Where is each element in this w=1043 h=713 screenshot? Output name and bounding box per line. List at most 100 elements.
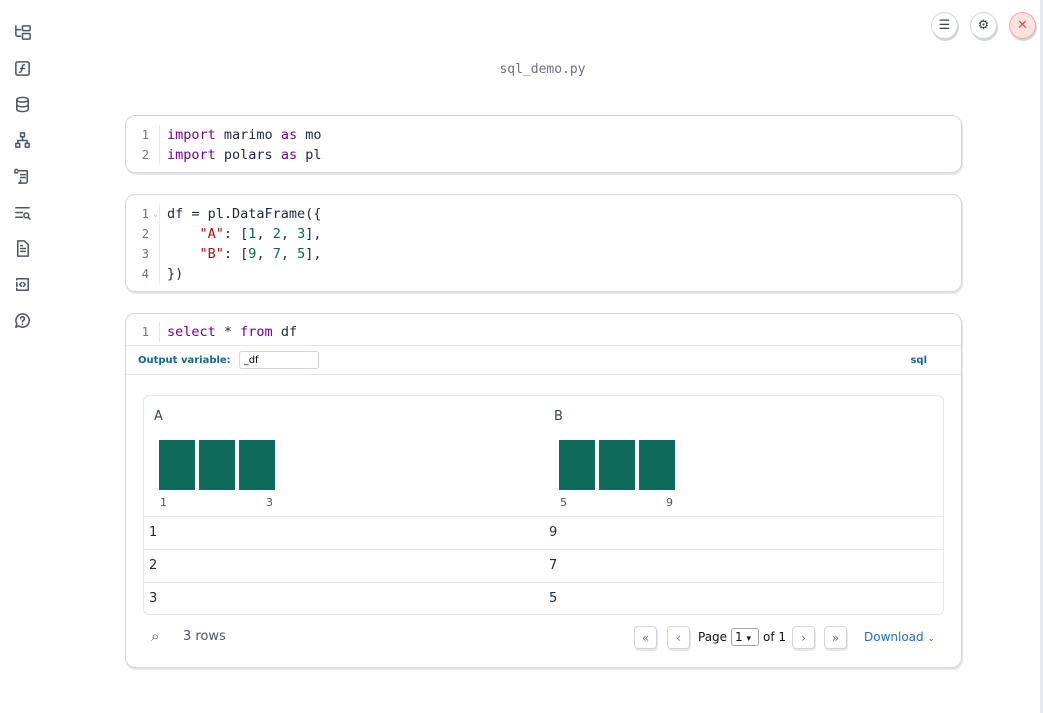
line-number: 1: [126, 125, 160, 145]
code-text: df = pl.DataFrame({: [160, 204, 321, 224]
code-token: mo: [297, 127, 322, 143]
code-token: import: [167, 147, 216, 163]
histogram-bar[interactable]: [599, 440, 635, 490]
fold-icon[interactable]: ⌄: [153, 209, 158, 218]
line-number: 4: [126, 264, 160, 284]
code-text: }): [160, 264, 183, 284]
sql-badge[interactable]: sql: [910, 354, 927, 366]
code-token: ],: [305, 246, 322, 262]
page-select[interactable]: 1 ▾: [731, 628, 759, 646]
code-token: ,: [280, 226, 298, 242]
code-token: [167, 246, 200, 262]
code-token: marimo: [215, 127, 281, 143]
table-cell: 3: [149, 591, 158, 606]
output-variable-label: Output variable:: [138, 354, 231, 366]
code-line[interactable]: 2 import polars as pl: [126, 145, 961, 165]
scrollbar[interactable]: [1040, 0, 1043, 713]
chevrons-left-icon: «: [641, 630, 650, 645]
download-button[interactable]: Download ⌄: [864, 630, 935, 644]
sidebar-item-file-tree[interactable]: [12, 22, 32, 42]
code-token: "B": [199, 246, 224, 262]
histogram-min: 5: [560, 496, 567, 509]
file-tree-icon: [14, 24, 31, 40]
sidebar-item-code-snippet[interactable]: [12, 274, 32, 294]
code-editor[interactable]: 1 select * from df: [126, 314, 935, 342]
code-token: polars: [215, 147, 281, 163]
code-token: [167, 226, 200, 242]
prev-page-button[interactable]: ‹: [667, 626, 690, 649]
chevron-right-icon: ›: [801, 630, 806, 645]
code-token: pl: [297, 147, 322, 163]
code-token: df: [272, 324, 298, 340]
sidebar-item-dependency-graph[interactable]: [12, 130, 32, 150]
code-line[interactable]: 3 "B": [9, 7, 5],: [126, 244, 961, 264]
function-icon: [14, 60, 30, 76]
line-number: 1: [126, 322, 160, 342]
page-of: of 1: [763, 630, 787, 644]
chevrons-right-icon: »: [831, 630, 840, 645]
sidebar-item-document[interactable]: [12, 238, 32, 258]
sidebar-item-search-list[interactable]: [12, 202, 32, 222]
histogram-max: 3: [266, 496, 273, 509]
document-icon: [16, 239, 29, 257]
code-line[interactable]: 1 ⌄ df = pl.DataFrame({: [126, 204, 961, 224]
code-line[interactable]: 4}): [126, 264, 961, 284]
chevron-down-icon: ▾: [746, 634, 751, 644]
sidebar-item-help-chat[interactable]: [12, 310, 32, 330]
code-token: 9: [248, 246, 257, 262]
table-cell: 1: [149, 525, 158, 540]
code-cell-imports[interactable]: 1 import marimo as mo 2 import polars as pl: [125, 115, 962, 173]
code-text: import marimo as mo: [160, 125, 321, 145]
code-text: "B": [9, 7, 5],: [160, 244, 322, 264]
next-page-button[interactable]: ›: [792, 626, 815, 649]
chevron-down-icon: ⌄: [927, 634, 936, 644]
histogram-bar[interactable]: [639, 440, 675, 490]
gear-icon: ⚙: [977, 18, 990, 33]
table-cell: 7: [549, 558, 558, 573]
code-cell-dataframe[interactable]: 1 ⌄ df = pl.DataFrame({2 "A": [1, 2, 3], 3 …: [125, 194, 962, 292]
table-cell: 2: [149, 558, 158, 573]
code-token: 1: [248, 226, 257, 242]
help-chat-icon: [14, 312, 30, 328]
line-number: 2: [126, 145, 160, 165]
code-token: 7: [272, 246, 281, 262]
settings-button[interactable]: ⚙: [970, 12, 997, 39]
code-token: }): [167, 266, 184, 282]
histogram-bar[interactable]: [199, 440, 235, 490]
sidebar-item-function[interactable]: [12, 58, 32, 78]
output-variable-input[interactable]: [238, 351, 319, 369]
code-line[interactable]: 2 "A": [1, 2, 3],: [126, 224, 961, 244]
code-token: : [: [223, 246, 249, 262]
code-token: import: [167, 127, 216, 143]
column-name: B: [554, 409, 563, 424]
last-page-button[interactable]: »: [824, 626, 847, 649]
code-token: from: [240, 324, 273, 340]
code-token: select: [167, 324, 216, 340]
search-icon[interactable]: ⌕: [151, 627, 160, 645]
histogram-bar[interactable]: [159, 440, 195, 490]
histogram-bar[interactable]: [239, 440, 275, 490]
sidebar-item-database[interactable]: [12, 94, 32, 114]
histogram-min: 1: [160, 496, 167, 509]
code-line[interactable]: 1 import marimo as mo: [126, 125, 961, 145]
sidebar-item-scroll[interactable]: [12, 166, 32, 186]
code-text: import polars as pl: [160, 145, 321, 165]
close-button[interactable]: ✕: [1009, 12, 1036, 39]
code-editor[interactable]: 1 import marimo as mo 2 import polars as pl: [126, 116, 961, 165]
code-editor[interactable]: 1 ⌄ df = pl.DataFrame({2 "A": [1, 2, 3], 3 …: [126, 195, 961, 284]
code-token: 3: [297, 226, 306, 242]
code-snippet-icon: [15, 277, 29, 291]
first-page-button[interactable]: «: [634, 626, 657, 649]
dependency-graph-icon: [14, 131, 30, 148]
menu-icon: ☰: [938, 18, 951, 33]
table-cell: 5: [549, 591, 558, 606]
line-number: 1 ⌄: [126, 204, 160, 224]
histogram-bar[interactable]: [559, 440, 595, 490]
code-line[interactable]: 1 select * from df: [126, 322, 935, 342]
menu-button[interactable]: ☰: [931, 12, 958, 39]
